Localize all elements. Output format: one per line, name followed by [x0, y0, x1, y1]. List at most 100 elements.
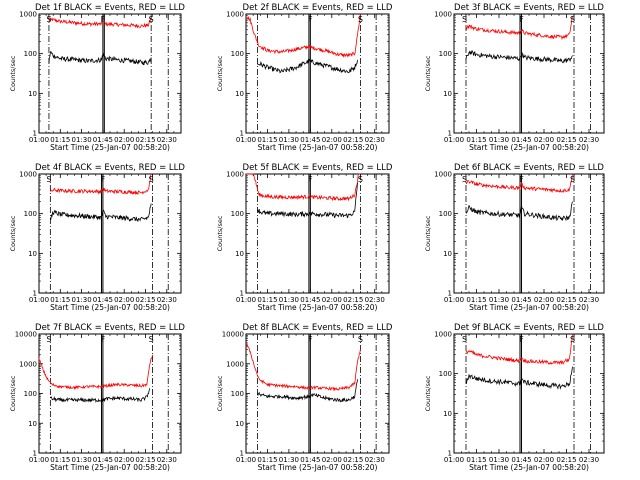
y-tick-label: 10	[28, 420, 37, 428]
series-lld-line	[48, 17, 152, 29]
x-tick-label: 01:00	[444, 296, 464, 304]
plot-frame	[245, 333, 390, 454]
x-tick-label: 02:15	[343, 296, 363, 304]
event-marker: F	[101, 335, 106, 344]
x-tick-label: 01:45	[300, 296, 320, 304]
y-tick-label: 10	[28, 250, 37, 258]
y-axis-label: Counts/sec	[216, 215, 224, 251]
event-marker: S	[462, 175, 467, 184]
x-tick-label: 02:00	[322, 296, 342, 304]
x-tick-label: 01:45	[93, 456, 113, 464]
y-tick-label: 1	[240, 290, 244, 298]
x-tick-label: 02:00	[534, 456, 554, 464]
y-tick-label: 100	[439, 50, 452, 58]
series-lld-line	[465, 173, 573, 194]
y-tick-label: 100	[24, 390, 37, 398]
series-lld-line	[38, 354, 153, 390]
series-events-line	[50, 388, 151, 403]
event-marker: F	[101, 15, 106, 24]
y-tick-label: 1	[448, 450, 452, 458]
event-marker: S	[149, 335, 154, 344]
event-marker: F	[308, 335, 313, 344]
x-tick-label: 02:30	[579, 456, 599, 464]
x-tick-label: 01:15	[50, 296, 70, 304]
x-tick-label: 01:00	[29, 296, 49, 304]
x-tick-label: 02:00	[114, 136, 134, 144]
event-marker: S	[149, 15, 154, 24]
x-tick-label: 02:30	[579, 136, 599, 144]
y-tick-label: 1000	[434, 11, 452, 19]
series-lld-line	[50, 173, 152, 196]
x-tick-label: 02:15	[556, 456, 576, 464]
y-tick-label: 1	[240, 130, 244, 138]
x-tick-label: 01:15	[50, 456, 70, 464]
event-marker: S	[570, 175, 575, 184]
x-tick-label: 02:30	[157, 296, 177, 304]
y-tick-label: 100	[231, 390, 244, 398]
event-marker: F	[101, 175, 106, 184]
y-tick-label: 1000	[226, 11, 244, 19]
y-tick-label: 10	[443, 410, 452, 418]
x-axis-label: Start Time (25-Jan-07 00:58:20)	[469, 143, 589, 152]
event-marker: F	[308, 175, 313, 184]
series-events-line	[257, 182, 358, 219]
y-axis-label: Counts/sec	[424, 375, 432, 411]
x-tick-label: 01:45	[93, 296, 113, 304]
x-tick-label: 02:15	[135, 296, 155, 304]
panel-title: Det 2f BLACK = Events, RED = LLD	[243, 3, 393, 13]
plot-frame	[38, 333, 182, 454]
x-tick-label: 02:15	[343, 456, 363, 464]
x-tick-label: 01:45	[300, 456, 320, 464]
panel-det-7: Det 7f BLACK = Events, RED = LLD 1 10 100 10…	[9, 323, 185, 472]
x-tick-label: 01:45	[300, 136, 320, 144]
y-tick-label: 1000	[226, 171, 244, 179]
x-tick-label: 01:45	[511, 136, 531, 144]
x-tick-label: 01:45	[511, 296, 531, 304]
x-tick-label: 02:00	[114, 456, 134, 464]
x-tick-label: 02:30	[365, 456, 385, 464]
x-tick-label: 01:45	[511, 456, 531, 464]
y-tick-label: 100	[439, 210, 452, 218]
x-axis-label: Start Time (25-Jan-07 00:58:20)	[469, 463, 589, 472]
x-axis-label: Start Time (25-Jan-07 00:58:20)	[469, 303, 589, 312]
x-tick-label: 01:30	[72, 296, 92, 304]
x-axis-label: Start Time (25-Jan-07 00:58:20)	[258, 463, 378, 472]
panel-det-9: Det 9f BLACK = Events, RED = LLD 1 10 100 10…	[424, 323, 605, 472]
panel-title: Det 9f BLACK = Events, RED = LLD	[454, 323, 604, 333]
y-tick-label: 100	[439, 370, 452, 378]
plot-frame	[453, 333, 605, 454]
series-events-line	[465, 50, 573, 64]
series-lld-line	[245, 343, 361, 392]
panel-title: Det 7f BLACK = Events, RED = LLD	[35, 323, 185, 333]
y-tick-label: 100	[24, 50, 37, 58]
x-tick-label: 01:00	[29, 456, 49, 464]
series-events-line	[465, 201, 573, 222]
y-axis-label: Counts/sec	[216, 55, 224, 91]
x-tick-label: 01:30	[489, 456, 509, 464]
x-tick-label: 01:00	[444, 456, 464, 464]
x-tick-label: 01:30	[279, 456, 299, 464]
y-tick-label: 1000	[19, 11, 37, 19]
x-tick-label: 01:30	[489, 296, 509, 304]
x-tick-label: 02:15	[343, 136, 363, 144]
y-tick-label: 1000	[226, 360, 244, 368]
y-tick-label: 1	[33, 290, 37, 298]
y-tick-label: 1000	[434, 331, 452, 339]
x-tick-label: 02:30	[365, 296, 385, 304]
x-tick-label: 01:15	[50, 136, 70, 144]
x-tick-label: 01:15	[257, 136, 277, 144]
x-tick-label: 02:30	[157, 136, 177, 144]
x-tick-label: 01:45	[93, 136, 113, 144]
event-marker: S	[462, 335, 467, 344]
panel-title: Det 1f BLACK = Events, RED = LLD	[35, 3, 185, 13]
y-tick-label: 10	[28, 90, 37, 98]
y-axis-label: Counts/sec	[216, 375, 224, 411]
x-tick-label: 01:30	[72, 136, 92, 144]
event-marker: S	[358, 15, 363, 24]
series-events-line	[257, 379, 358, 403]
y-axis-label: Counts/sec	[9, 55, 17, 91]
x-tick-label: 01:30	[279, 296, 299, 304]
panel-det-3: Det 3f BLACK = Events, RED = LLD 1 10 100 10…	[424, 3, 605, 152]
y-tick-label: 1	[33, 130, 37, 138]
x-tick-label: 02:15	[135, 136, 155, 144]
